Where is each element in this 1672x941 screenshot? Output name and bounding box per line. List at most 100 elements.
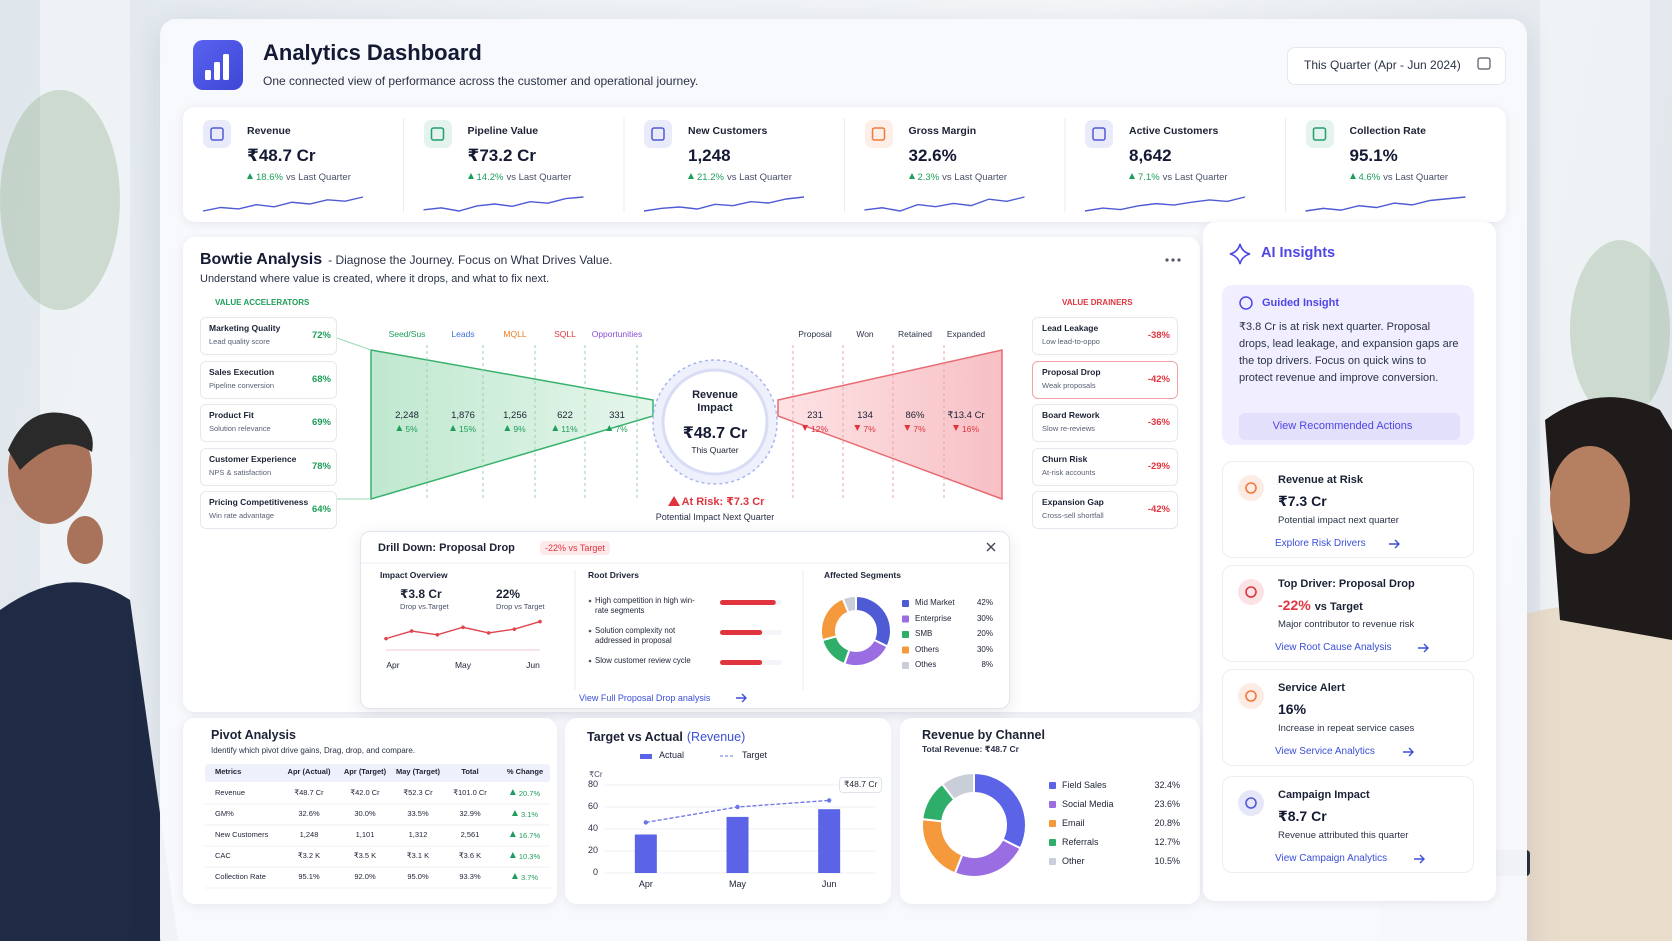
up-arrow [552, 425, 559, 431]
insight-link[interactable]: View Root Cause Analysis [1275, 642, 1392, 653]
ai-title: AI Insights [1261, 245, 1336, 261]
impact-caption: This Quarter [691, 445, 739, 455]
insight-link[interactable]: Explore Risk Drivers [1275, 538, 1366, 549]
person-left-hand [67, 516, 103, 564]
table-cell: ₹101.0 Cr [453, 788, 487, 797]
kpi-icon [864, 120, 893, 148]
pivot-card [183, 718, 557, 904]
insight-link[interactable]: View Service Analytics [1275, 746, 1375, 757]
up-arrow [509, 852, 516, 858]
accelerator-name: Product Fit [209, 410, 254, 421]
impact-metric-caption: Drop vs Target [496, 602, 545, 611]
x-tick-label: Apr [386, 660, 400, 670]
drainer-name: Proposal Drop [1042, 366, 1101, 377]
x-tick-label: Jun [526, 660, 540, 670]
kpi-value: ₹48.7 Cr [247, 146, 316, 165]
driver-text: Solution complexity not addressed in pro… [595, 626, 676, 645]
bowtie-heading: Bowtie Analysis - Diagnose the Journey. F… [200, 251, 612, 269]
insight-title: Top Driver: Proposal Drop [1278, 578, 1415, 590]
kpi-change-text: vs Last Quarter [726, 172, 792, 183]
stage-name: Opportunities [591, 329, 643, 339]
impact-title: Revenue Impact [692, 389, 738, 414]
insight-text: Potential impact next quarter [1278, 515, 1399, 526]
stage-name: Retained [897, 329, 933, 339]
kpi-value: 95.1% [1349, 146, 1398, 165]
value-label: 12.7% [1154, 837, 1180, 847]
up-arrow [509, 789, 516, 795]
kpi-change-text: vs Last Quarter [1383, 172, 1449, 183]
stage-change: 16% [952, 424, 979, 435]
drainer-value: -42% [1147, 504, 1170, 516]
accelerator-card [200, 491, 337, 530]
up-arrow [511, 810, 518, 816]
drilldown-badge: -22% vs Target [540, 541, 610, 556]
legend-label: Actual [659, 750, 685, 760]
kpi-change-value: 14.2% [476, 172, 504, 183]
kpi-change: 18.6% vs Last Quarter [247, 172, 351, 184]
annotation: ₹48.7 Cr [839, 777, 883, 793]
value-label: 42% [976, 598, 993, 607]
stage-change: 9% [504, 424, 526, 435]
accelerator-value: 68% [311, 373, 331, 385]
insight-title: Revenue at Risk [1278, 474, 1363, 486]
kpi-change-text: vs Last Quarter [506, 172, 572, 183]
up-arrow [511, 873, 518, 879]
chart-title: Target vs Actual [587, 730, 683, 744]
table-cell: 10.3% [518, 852, 541, 861]
accelerators-title: VALUE ACCELERATORS [215, 298, 310, 307]
up-arrow [247, 173, 253, 179]
stage-change: 7% [606, 424, 628, 435]
value-label: 23.6% [1154, 799, 1180, 809]
insight-link[interactable]: View Campaign Analytics [1275, 853, 1388, 864]
table-header: % Change [506, 767, 544, 776]
drainer-desc: Cross-sell shortfall [1042, 511, 1104, 521]
accelerator-value: 72% [311, 330, 331, 341]
section-title: Impact Overview [380, 570, 448, 580]
stage-change: 11% [552, 424, 578, 435]
drainer-card [1032, 317, 1178, 355]
kpi-change: 4.6% vs Last Quarter [1349, 172, 1449, 184]
value-label: 30% [976, 644, 993, 654]
kpi-icon [644, 120, 672, 148]
x-tick-label: May [728, 879, 747, 889]
x-tick-label: Jun [821, 879, 837, 889]
legend-label: Field Sales [1062, 780, 1107, 790]
table-change: 3.7% [511, 873, 539, 883]
legend-label: Social Media [1062, 799, 1114, 809]
driver-text: High competition in high win-rate segmen… [595, 596, 695, 615]
recommend-button[interactable]: View Recommended Actions [1239, 413, 1460, 440]
kpi-icon [423, 120, 452, 148]
up-arrow [467, 173, 474, 179]
table-cell: 92.0% [354, 872, 376, 881]
legend-label: Other [1062, 856, 1085, 866]
legend-label: Mid Market [915, 598, 955, 607]
table-cell: New Customers [215, 830, 269, 839]
y-tick-label: 60 [587, 801, 598, 811]
table-cell: 3.7% [520, 873, 539, 882]
kpi-change-value: 18.6% [256, 172, 283, 183]
table-cell: GM% [215, 809, 234, 818]
chart-subtitle: Total Revenue: ₹48.7 Cr [922, 744, 1019, 754]
table-cell: ₹42.0 Cr [350, 788, 380, 797]
up-arrow [1349, 173, 1356, 179]
insight-card [1222, 461, 1474, 558]
stage-change-value: 12% [810, 424, 829, 434]
table-cell: ₹3.5 K [353, 851, 377, 860]
period-label[interactable]: This Quarter (Apr - Jun 2024) [1304, 58, 1461, 72]
stage-value: 231 [807, 410, 823, 421]
kpi-label: Active Customers [1129, 125, 1219, 137]
drilldown-link[interactable]: View Full Proposal Drop analysis [579, 693, 711, 703]
stage-value: 2,248 [395, 410, 419, 421]
up-arrow [908, 173, 915, 179]
kpi-change: 21.2% vs Last Quarter [688, 172, 792, 184]
accelerator-name: Sales Execution [209, 366, 275, 377]
stage-change-value: 7% [913, 424, 926, 434]
table-cell: ₹52.3 Cr [403, 788, 433, 797]
kpi-label: Gross Margin [908, 125, 977, 137]
risk-label: At Risk: ₹7.3 Cr [681, 496, 765, 508]
kpi-change-value: 4.6% [1358, 172, 1381, 183]
table-header: Apr (Actual) [287, 767, 331, 776]
legend-label: Othes [915, 660, 937, 669]
table-cell: ₹3.1 K [406, 851, 430, 860]
